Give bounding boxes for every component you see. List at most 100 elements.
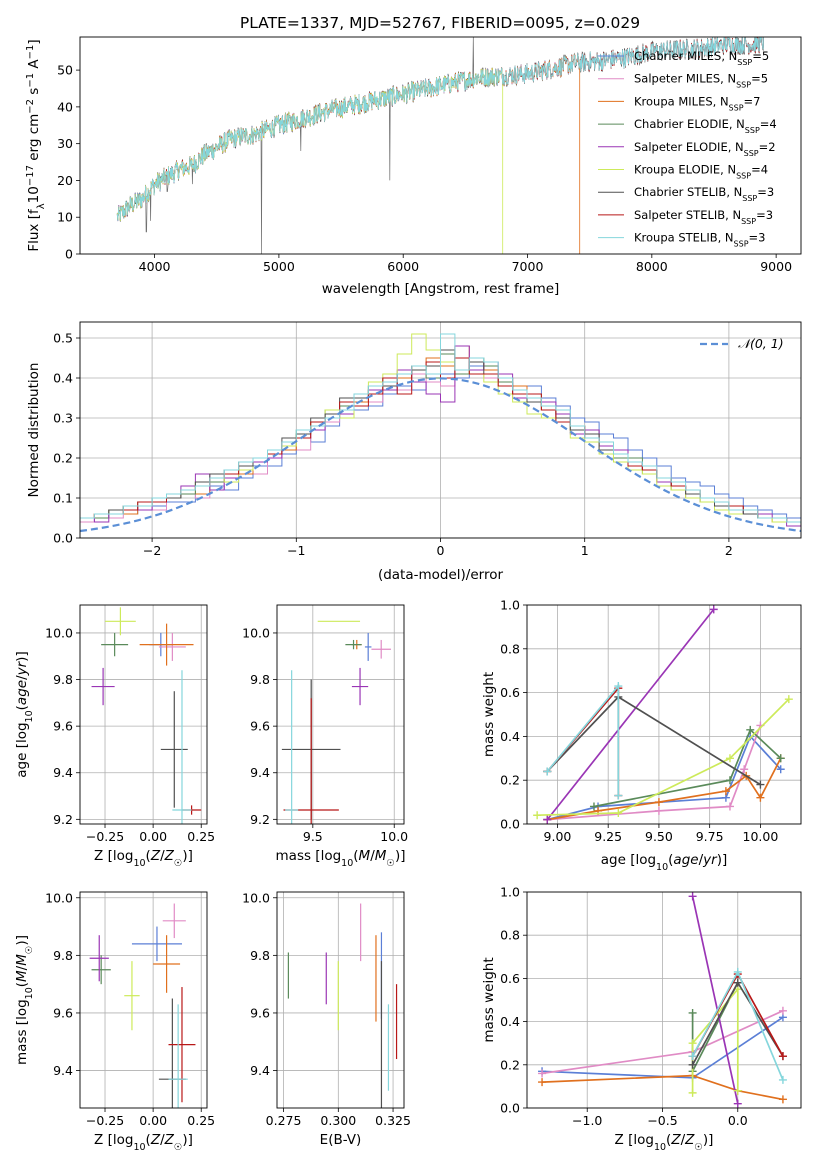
errorbar-point bbox=[285, 670, 299, 824]
weight-series-line bbox=[691, 896, 739, 1104]
x-tick-label: 0.300 bbox=[320, 1113, 356, 1128]
label-part: Chabrier STELIB, N bbox=[634, 185, 742, 199]
y-tick-label: 10.0 bbox=[45, 890, 73, 905]
x-tick-label: −0.5 bbox=[647, 1113, 677, 1128]
label-part: 10 bbox=[26, 186, 42, 203]
panel-spectrum: 4000 5000 6000 7000 8000 9000 0 10 20 30 40 50 wavel… bbox=[25, 36, 802, 297]
y-tick-label: 0 bbox=[65, 247, 73, 262]
legend-item: Chabrier STELIB, NSSP=3 bbox=[598, 185, 774, 203]
errorbar-point bbox=[91, 667, 115, 706]
y-tick-label: 10.0 bbox=[242, 625, 270, 640]
errorbar-point bbox=[345, 639, 362, 650]
weight-point-marker bbox=[733, 967, 742, 976]
label-part: ☉ bbox=[694, 1142, 703, 1153]
x-tick-label: 0.25 bbox=[187, 829, 215, 844]
x-tick-label: 2 bbox=[725, 543, 733, 558]
spectrum-x-label: wavelength [Angstrom, rest frame] bbox=[322, 281, 560, 297]
label-part: Flux [f bbox=[26, 208, 42, 252]
x-tick-label: 4000 bbox=[139, 259, 171, 274]
label-part: λ bbox=[36, 203, 47, 209]
weight-point-marker bbox=[543, 815, 552, 824]
axes-frame bbox=[79, 891, 208, 1109]
errorbar-point bbox=[168, 987, 196, 1103]
y-tick-label: 9.4 bbox=[53, 765, 73, 780]
x-tick-label: 0.275 bbox=[266, 1113, 302, 1128]
weight-series-line bbox=[537, 698, 790, 817]
mass-axis-label: mass [log10(M/M☉)] bbox=[276, 848, 406, 869]
label-part: Z [log bbox=[94, 1132, 133, 1148]
y-tick-label: 9.4 bbox=[250, 1063, 270, 1078]
label-part: =5 bbox=[751, 72, 768, 86]
plot-layer: 4000 5000 6000 7000 8000 900001020304050wavel… bbox=[14, 36, 802, 1153]
label-part: 10 bbox=[133, 858, 145, 869]
label-part: ☉ bbox=[24, 946, 35, 955]
x-tick-label: 9.5 bbox=[303, 829, 323, 844]
weight-point-marker bbox=[784, 695, 793, 704]
panel-massweight-vs-age: 9.00 9.25 9.50 9.75 10.00 0.0 0.2 0.4 0.6 0.8 1.0 m… bbox=[481, 598, 802, 873]
label-part: Salpeter MILES, N bbox=[634, 72, 736, 86]
x-tick-label: 6000 bbox=[387, 259, 419, 274]
label-part: SSP bbox=[744, 148, 759, 157]
weight-series-line bbox=[542, 1074, 784, 1101]
y-tick-label: 0.0 bbox=[500, 1101, 520, 1116]
label-part: )] bbox=[182, 1132, 193, 1148]
legend-item: Chabrier ELODIE, NSSP=4 bbox=[598, 117, 777, 135]
label-part: =5 bbox=[752, 49, 769, 63]
label-part: 10 bbox=[133, 1142, 145, 1153]
plot-area-age-vs-mass bbox=[277, 605, 404, 824]
massweight-vs-age-y-label: mass weight bbox=[481, 672, 497, 757]
weight-point-marker bbox=[746, 725, 755, 734]
label-part: )] bbox=[703, 1132, 714, 1148]
y-tick-label: 0.0 bbox=[500, 817, 520, 832]
x-tick-label: −0.25 bbox=[86, 1113, 124, 1128]
label-part: −1 bbox=[25, 73, 36, 88]
label-part: SSP bbox=[737, 58, 752, 67]
x-tick-label: 7000 bbox=[512, 259, 544, 274]
residual-histogram bbox=[80, 333, 801, 523]
label-part: )] bbox=[182, 848, 193, 864]
errorbar-point bbox=[364, 632, 372, 661]
label-part: ☉ bbox=[174, 858, 183, 869]
label-part: SSP bbox=[729, 103, 744, 112]
weight-point-marker bbox=[688, 1060, 697, 1069]
legend-label: 𝒩(0, 1) bbox=[738, 336, 784, 351]
errorbar-point bbox=[371, 639, 391, 659]
label-part: mass [log bbox=[276, 848, 342, 864]
label-part: A bbox=[26, 59, 42, 73]
panel-mass-vs-ebv: 0.275 0.300 0.325 9.4 9.6 9.8 10.0 E(B-V) bbox=[242, 890, 411, 1148]
model-spectrum-line bbox=[116, 67, 504, 254]
label-part: Z [log bbox=[615, 1132, 654, 1148]
label-part: 10 bbox=[341, 858, 353, 869]
x-tick-label: 9.25 bbox=[594, 829, 622, 844]
weight-point-marker bbox=[778, 1075, 787, 1084]
weight-series-line bbox=[546, 683, 620, 796]
x-tick-label: 0.25 bbox=[187, 1113, 215, 1128]
errorbar-point bbox=[124, 961, 140, 1031]
weight-point-marker bbox=[688, 1088, 697, 1097]
weight-point-marker bbox=[654, 806, 663, 815]
weight-point-marker bbox=[538, 1069, 547, 1078]
label-part: Z bbox=[684, 1132, 695, 1148]
errorbar-point bbox=[139, 623, 194, 666]
legend-label: Salpeter STELIB, NSSP=3 bbox=[634, 208, 773, 226]
errorbar-point bbox=[160, 691, 188, 808]
y-tick-label: 0.0 bbox=[53, 531, 73, 546]
y-tick-label: 0.2 bbox=[500, 1057, 520, 1072]
y-tick-label: 9.6 bbox=[250, 719, 270, 734]
label-part: )] bbox=[395, 848, 406, 864]
label-part: =2 bbox=[759, 140, 776, 154]
residuals-y-label: Normed distribution bbox=[26, 363, 42, 498]
weight-series-line bbox=[547, 725, 762, 821]
legend-item: Salpeter ELODIE, NSSP=2 bbox=[598, 140, 776, 157]
y-axis-label: age [log10(age/yr)] bbox=[14, 651, 35, 777]
label-part: ( bbox=[14, 705, 30, 710]
label-part: / bbox=[160, 1132, 165, 1148]
label-part: Z bbox=[164, 1132, 175, 1148]
label-part: Salpeter STELIB, N bbox=[634, 208, 741, 222]
label-part: ☉ bbox=[174, 1142, 183, 1153]
label-part: Kroupa MILES, N bbox=[634, 94, 729, 108]
weight-point-marker bbox=[533, 811, 542, 820]
y-tick-label: 0.1 bbox=[53, 491, 73, 506]
model-spectrum-line bbox=[116, 54, 581, 254]
y-tick-label: 20 bbox=[57, 173, 73, 188]
